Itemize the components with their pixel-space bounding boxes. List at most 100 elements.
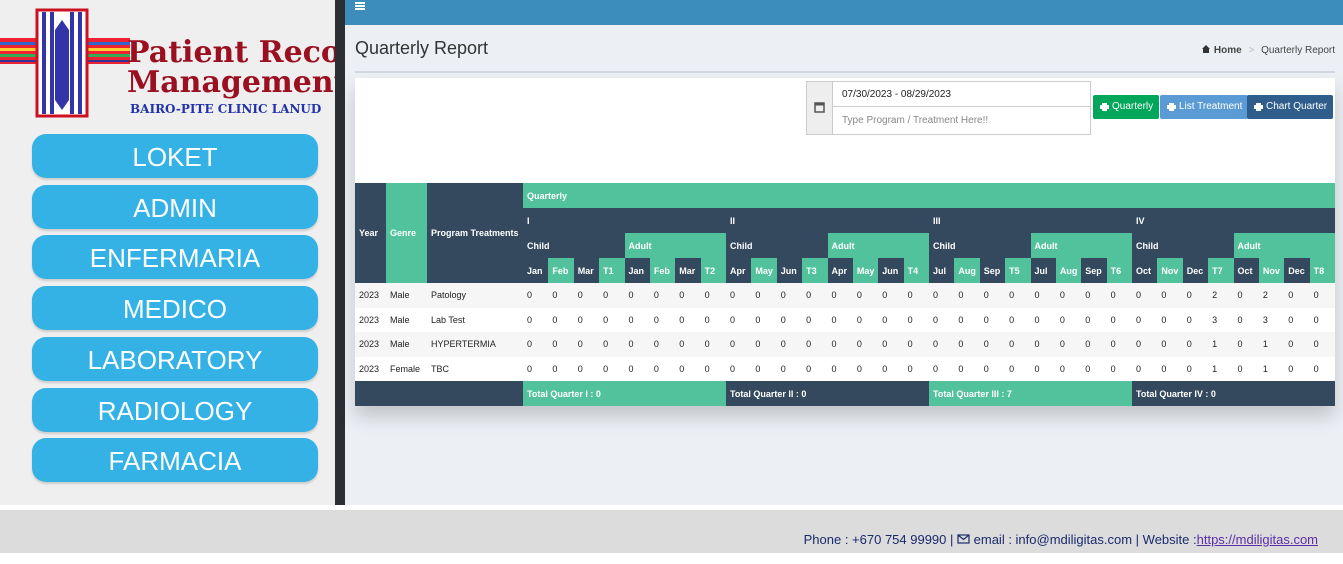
action-button[interactable]: List Treatment	[1160, 95, 1249, 119]
header-cell: Sep	[979, 258, 1006, 283]
value-cell: 0	[700, 332, 726, 357]
cell-year: 2023	[355, 283, 386, 308]
value-cell: 0	[933, 363, 939, 374]
value-cell: 0	[1059, 314, 1065, 325]
header-cell: Adult	[1233, 233, 1335, 258]
value-cell: 0	[882, 314, 888, 325]
table-body: 2023 Male Patology 0 0 0 0 0 0 0 0 0 0 0 0 0 0 0 0 0 0 0 0 0 0 0 0…	[355, 283, 1335, 406]
value-cell: 0	[1136, 314, 1142, 325]
value-cell: 0	[958, 314, 964, 325]
value-cell: 0	[1030, 283, 1056, 308]
menu-button[interactable]: LOKET	[32, 134, 318, 178]
header-cell: Sep	[1081, 258, 1107, 283]
value-cell: 0	[628, 363, 634, 374]
header-cell: Adult	[827, 233, 929, 258]
value-cell: 0	[1313, 314, 1319, 325]
value-cell: 0	[979, 283, 1006, 308]
value-cell: 0	[1161, 363, 1167, 374]
header-cell: T3	[802, 258, 828, 283]
header-cell: T1	[599, 258, 625, 283]
value-cell: 0	[903, 332, 929, 357]
value-cell: 0	[1132, 283, 1158, 308]
menu-button[interactable]: LABORATORY	[32, 336, 318, 381]
value-cell: 0	[954, 332, 980, 357]
value-cell: 0	[852, 332, 879, 357]
value-cell: 0	[726, 332, 752, 357]
printer-icon	[1254, 103, 1263, 111]
value-cell: 0	[628, 314, 634, 325]
value-cell: 0	[552, 314, 558, 325]
value-cell: 0	[856, 363, 862, 374]
value-cell: 0	[806, 363, 812, 374]
header-cell: Program Treatments	[427, 183, 523, 283]
header-cell: IV	[1132, 208, 1335, 233]
value-cell: 0	[573, 283, 600, 308]
date-range-input[interactable]: 07/30/2023 - 08/29/2023	[833, 82, 1090, 107]
value-cell: 0	[1237, 314, 1243, 325]
value-cell: 0	[675, 283, 701, 308]
value-cell: 0	[856, 314, 862, 325]
menu-button[interactable]: RADIOLOGY	[32, 387, 318, 432]
action-button[interactable]: Chart Quarter	[1247, 95, 1334, 119]
value-cell: 0	[603, 363, 609, 374]
breadcrumb-sep: >	[1248, 45, 1255, 56]
value-cell: 0	[1081, 283, 1107, 308]
footer-website-label: Website :	[1142, 532, 1197, 547]
value-cell: 0	[1009, 314, 1015, 325]
program-input[interactable]: Type Program / Treatment Here!!	[842, 115, 989, 126]
totals-spacer	[355, 381, 523, 406]
menu-button[interactable]: FARMACIA	[32, 438, 318, 483]
header-cell: Jul	[929, 258, 955, 283]
header-cell: Genre	[386, 183, 427, 283]
value-cell: 0	[1136, 363, 1142, 374]
header-cell: Dec	[1182, 258, 1209, 283]
menu-toggle[interactable]	[355, 2, 367, 12]
value-cell: 0	[1186, 363, 1192, 374]
value-cell: 0	[831, 314, 837, 325]
logo-emblem	[0, 8, 130, 118]
value-cell: 0	[1233, 283, 1259, 308]
value-cell: 0	[523, 283, 549, 308]
calendar-icon	[807, 82, 833, 134]
menu-button[interactable]: ENFERMARIA	[32, 235, 318, 280]
sidebar: Patient Record Management S BAIRO-PITE C…	[0, 0, 335, 505]
value-cell: 0	[878, 283, 904, 308]
cell-genre: Male	[386, 283, 427, 308]
value-cell: 0	[1182, 283, 1209, 308]
value-cell: 0	[827, 283, 853, 308]
footer-phone: Phone : +670 754 99990 |	[803, 532, 954, 547]
logo-line1: Patient Record	[127, 35, 335, 70]
value-cell: 0	[577, 314, 583, 325]
value-cell: 0	[679, 314, 685, 325]
menu-button[interactable]: ADMIN	[32, 184, 318, 229]
footer-website-link[interactable]: https://mdiligitas.com	[1196, 532, 1318, 547]
header-cell: Oct	[1132, 258, 1158, 283]
header-cell: Child	[523, 233, 625, 258]
logo-subtitle: BAIRO-PITE CLINIC LANUD	[130, 102, 321, 116]
breadcrumb-home[interactable]: Home	[1213, 45, 1242, 56]
value-cell: 0	[983, 314, 989, 325]
value-cell: 0	[827, 332, 853, 357]
cell-year: 2023	[355, 332, 386, 357]
quarter-total: Total Quarter III : 7	[929, 381, 1132, 406]
header-cell: T5	[1005, 258, 1031, 283]
value-cell: 0	[1233, 332, 1259, 357]
menu-button[interactable]: MEDICO	[32, 286, 318, 331]
value-cell: 0	[624, 283, 650, 308]
value-cell: 0	[523, 332, 549, 357]
header-cell: Year	[355, 183, 386, 283]
value-cell: 0	[755, 314, 761, 325]
breadcrumb-current: Quarterly Report	[1261, 45, 1335, 56]
page-title: Quarterly Report	[355, 38, 489, 58]
value-cell: 0	[1182, 332, 1209, 357]
action-button[interactable]: Quarterly	[1093, 95, 1160, 119]
header-cell: Apr	[827, 258, 853, 283]
header-cell: May	[852, 258, 879, 283]
header-row: I II III IV	[355, 208, 1335, 233]
value-cell: 3	[1212, 314, 1218, 325]
header-cell: Dec	[1284, 258, 1310, 283]
value-cell: 1	[1262, 363, 1268, 374]
header-cell: Jun	[878, 258, 904, 283]
value-cell: 0	[780, 314, 786, 325]
